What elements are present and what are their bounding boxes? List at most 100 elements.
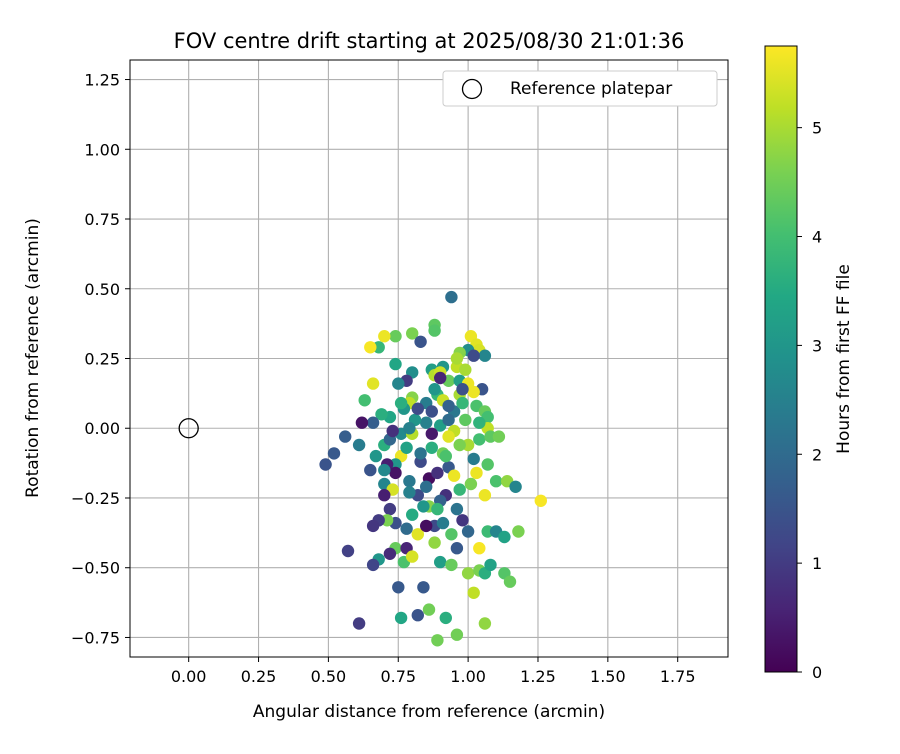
data-point: [392, 377, 405, 390]
data-point: [411, 609, 424, 622]
data-point: [369, 449, 383, 463]
data-point: [461, 525, 475, 538]
x-tick-label: 1.25: [520, 667, 556, 686]
data-point: [445, 528, 458, 541]
x-tick-label: 1.00: [450, 667, 486, 686]
data-point: [473, 542, 486, 555]
data-point: [366, 416, 380, 429]
data-point: [366, 558, 380, 572]
data-point: [417, 581, 430, 594]
data-point: [512, 525, 525, 538]
data-point: [414, 335, 427, 348]
data-point: [447, 469, 461, 482]
data-point: [478, 349, 492, 362]
data-point: [450, 542, 464, 555]
data-point: [428, 536, 441, 549]
colorbar-tick-label: 5: [812, 119, 822, 138]
data-point: [352, 438, 366, 452]
data-point: [389, 466, 402, 480]
data-point: [411, 402, 424, 415]
data-point: [358, 394, 371, 407]
colorbar-tick-label: 4: [812, 228, 822, 247]
data-point: [459, 413, 472, 427]
data-point: [406, 550, 419, 563]
data-point: [478, 617, 492, 630]
data-point: [534, 494, 547, 507]
data-point: [403, 422, 416, 435]
reference-platepar-marker: [178, 418, 199, 439]
y-tick-label: 0.00: [84, 419, 120, 438]
data-point: [481, 458, 494, 471]
x-tick-label: 0.50: [311, 667, 347, 686]
colorbar-label: Hours from first FF file: [834, 264, 854, 454]
data-point: [400, 441, 413, 454]
data-point: [383, 547, 397, 560]
data-point: [327, 447, 341, 460]
data-point: [461, 567, 475, 580]
data-point: [417, 500, 430, 513]
data-point: [473, 416, 486, 429]
reference-layer: [178, 418, 199, 439]
colorbar: 0 1 2 3 4 5 Hours from first FF file: [764, 45, 854, 682]
colorbar-tick-label: 2: [812, 445, 822, 464]
data-point: [394, 611, 408, 625]
x-tick-label: 0.75: [380, 667, 416, 686]
colorbar-tick-label: 0: [812, 663, 822, 682]
x-axis-ticks: 0.00 0.25 0.50 0.75 1.00 1.25 1.50 1.75: [171, 657, 696, 686]
data-point: [467, 586, 480, 599]
y-tick-label: 1.00: [84, 140, 120, 159]
data-point: [456, 383, 469, 396]
data-point: [319, 458, 332, 471]
data-point: [442, 399, 455, 413]
data-point: [428, 324, 441, 337]
data-point: [403, 486, 416, 499]
data-point: [431, 466, 444, 480]
colorbar-ticks: 0 1 2 3 4 5: [797, 119, 822, 682]
data-point: [366, 377, 380, 390]
data-point: [394, 396, 408, 410]
y-tick-label: −0.75: [71, 628, 120, 647]
data-point: [386, 424, 399, 438]
colorbar-gradient: [764, 45, 798, 673]
data-point: [445, 290, 458, 304]
data-point: [364, 341, 377, 354]
legend: Reference platepar: [442, 70, 718, 107]
legend-label: Reference platepar: [510, 79, 672, 99]
data-points: [319, 290, 547, 647]
x-tick-label: 0.25: [241, 667, 277, 686]
data-point: [392, 581, 405, 594]
data-point: [383, 502, 397, 516]
data-point: [422, 603, 436, 616]
y-tick-label: 1.25: [84, 71, 120, 90]
data-point: [431, 502, 444, 516]
data-point: [453, 438, 466, 452]
data-point: [467, 385, 480, 399]
data-point: [355, 416, 369, 429]
data-point: [378, 489, 391, 502]
data-point: [389, 357, 402, 371]
data-point: [442, 430, 455, 443]
data-point: [389, 330, 402, 343]
data-point: [450, 352, 464, 365]
data-point: [352, 617, 366, 630]
data-point: [434, 371, 447, 385]
data-point: [414, 447, 427, 460]
data-point: [467, 349, 480, 362]
data-point: [420, 480, 433, 493]
data-point: [509, 480, 522, 493]
data-point: [406, 327, 419, 340]
legend-box: [442, 70, 718, 107]
y-axis-ticks: −0.75 −0.50 −0.25 0.00 0.25 0.50 0.75 1.00 1.25: [71, 71, 130, 647]
data-point: [431, 634, 444, 647]
data-point: [503, 575, 517, 588]
data-point: [400, 522, 413, 535]
y-axis-label: Rotation from reference (arcmin): [23, 218, 43, 498]
data-point: [420, 519, 433, 533]
data-point: [403, 475, 416, 488]
data-point: [467, 452, 480, 466]
colorbar-tick-label: 3: [812, 336, 822, 355]
data-point: [425, 427, 438, 440]
data-point: [439, 449, 452, 463]
